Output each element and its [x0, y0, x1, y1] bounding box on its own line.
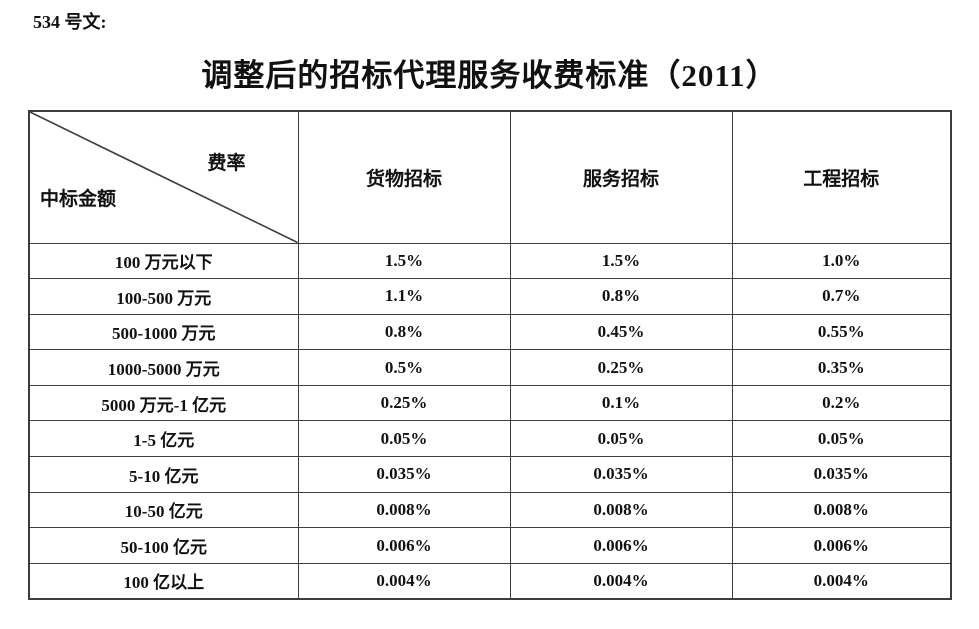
rate-cell: 1.5%: [297, 242, 511, 280]
rate-cell: 0.035%: [731, 456, 952, 493]
row-label: 50-100 亿元: [28, 527, 299, 564]
table-row: 5-10 亿元 0.035% 0.035% 0.035%: [28, 456, 952, 493]
table-row: 10-50 亿元 0.008% 0.008% 0.008%: [28, 491, 952, 529]
document-ref-label: 534 号文:: [33, 12, 107, 32]
row-label: 5000 万元-1 亿元: [28, 384, 299, 422]
row-label: 5-10 亿元: [28, 456, 299, 493]
table-header-row: 费率 中标金额 货物招标 服务招标 工程招标: [28, 110, 952, 244]
table-row: 100 万元以下 1.5% 1.5% 1.0%: [28, 242, 952, 280]
rate-cell: 1.1%: [297, 278, 511, 315]
table-row: 100 亿以上 0.004% 0.004% 0.004%: [28, 562, 952, 600]
rate-cell: 0.006%: [731, 527, 952, 564]
rate-cell: 0.008%: [297, 491, 511, 529]
rate-cell: 0.35%: [731, 349, 952, 386]
table-row: 5000 万元-1 亿元 0.25% 0.1% 0.2%: [28, 384, 952, 422]
row-label: 1-5 亿元: [28, 420, 299, 458]
row-label: 1000-5000 万元: [28, 349, 299, 386]
rate-cell: 0.035%: [297, 456, 511, 493]
rate-cell: 0.25%: [509, 349, 733, 386]
page-title: 调整后的招标代理服务收费标准（2011）: [201, 58, 778, 93]
rate-cell: 1.0%: [731, 242, 952, 280]
corner-header-cell: 费率 中标金额: [28, 110, 299, 244]
rate-cell: 0.25%: [297, 384, 511, 422]
row-label: 100 亿以上: [28, 562, 299, 600]
rate-cell: 0.55%: [731, 313, 952, 351]
rate-cell: 0.004%: [509, 562, 733, 600]
rate-cell: 0.004%: [297, 562, 511, 600]
corner-label-bid-amount: 中标金额: [40, 189, 117, 210]
rate-cell: 0.7%: [731, 278, 952, 315]
table-row: 1-5 亿元 0.05% 0.05% 0.05%: [28, 420, 952, 458]
rate-cell: 0.5%: [297, 349, 511, 386]
rate-cell: 0.2%: [731, 384, 952, 422]
rate-cell: 0.008%: [509, 491, 733, 529]
table-row: 1000-5000 万元 0.5% 0.25% 0.35%: [28, 349, 952, 386]
rate-cell: 0.004%: [731, 562, 952, 600]
fee-rate-table: 费率 中标金额 货物招标 服务招标 工程招标 100 万元以下 1.5% 1.5…: [28, 110, 952, 600]
rate-cell: 0.45%: [509, 313, 733, 351]
table-row: 500-1000 万元 0.8% 0.45% 0.55%: [28, 313, 952, 351]
row-label: 100-500 万元: [28, 278, 299, 315]
table-row: 50-100 亿元 0.006% 0.006% 0.006%: [28, 527, 952, 564]
table-row: 100-500 万元 1.1% 0.8% 0.7%: [28, 278, 952, 315]
rate-cell: 0.05%: [297, 420, 511, 458]
rate-cell: 0.1%: [509, 384, 733, 422]
rate-cell: 0.05%: [509, 420, 733, 458]
row-label: 100 万元以下: [28, 242, 299, 280]
column-header-goods-bidding: 货物招标: [297, 110, 511, 244]
column-header-service-bidding: 服务招标: [509, 110, 733, 244]
rate-cell: 0.8%: [297, 313, 511, 351]
rate-cell: 1.5%: [509, 242, 733, 280]
rate-cell: 0.05%: [731, 420, 952, 458]
rate-cell: 0.035%: [509, 456, 733, 493]
diagonal-divider-line: [30, 112, 298, 243]
rate-cell: 0.006%: [509, 527, 733, 564]
rate-cell: 0.8%: [509, 278, 733, 315]
column-header-engineering-bidding: 工程招标: [731, 110, 952, 244]
rate-cell: 0.008%: [731, 491, 952, 529]
row-label: 500-1000 万元: [28, 313, 299, 351]
corner-label-rate: 费率: [207, 153, 246, 174]
row-label: 10-50 亿元: [28, 491, 299, 529]
rate-cell: 0.006%: [297, 527, 511, 564]
